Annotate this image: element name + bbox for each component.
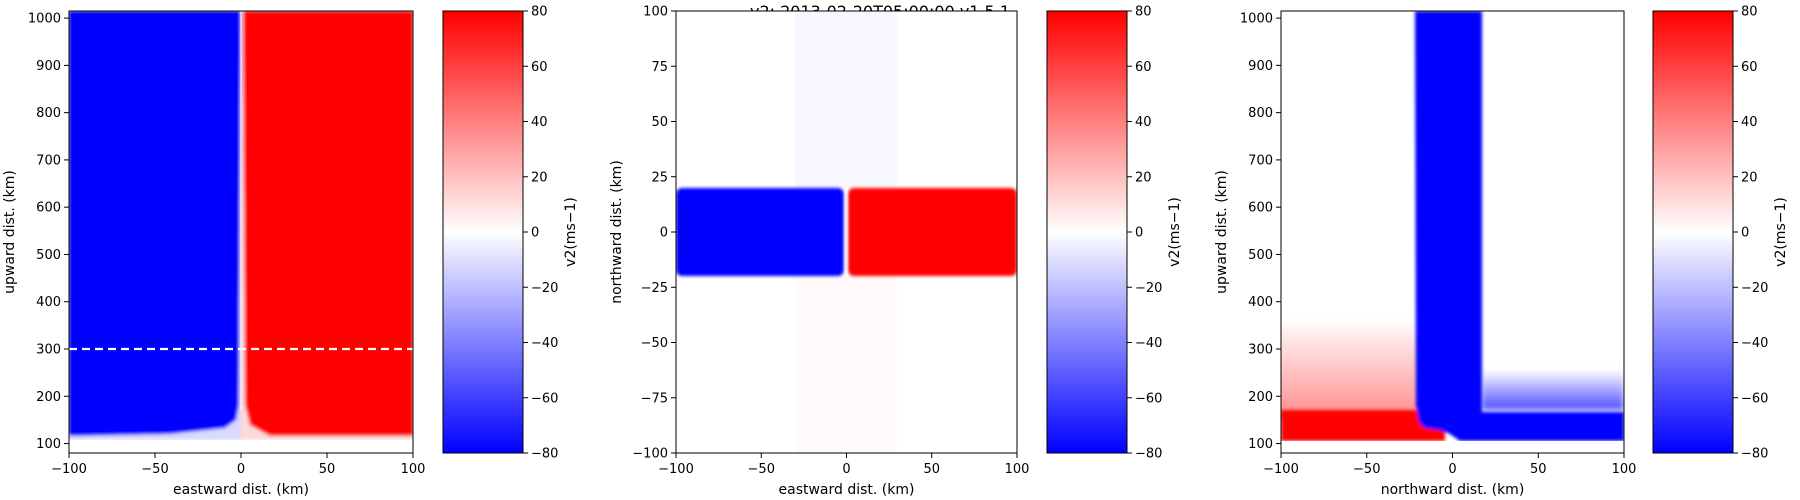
x-axis-label: eastward dist. (km) <box>173 482 309 498</box>
y-tick-label: 700 <box>1248 153 1273 168</box>
heatmap-field-3 <box>1281 11 1624 453</box>
y-tick-label: 25 <box>651 170 668 185</box>
colorbar-tick-label: −40 <box>531 336 558 351</box>
colorbar-tick-label: 40 <box>531 115 548 130</box>
colorbar-tick-label: 40 <box>1135 115 1152 130</box>
colorbar-tick-label: −60 <box>531 391 558 406</box>
x-tick-label: 100 <box>1612 462 1637 477</box>
colorbar-tick-label: −80 <box>1135 447 1162 462</box>
panel-eastward-upward: −100 −50 0 50 100100200300400500600700800900… <box>2 5 579 499</box>
y-tick-label: 100 <box>643 5 668 20</box>
colorbar-tick-label: 0 <box>531 226 539 241</box>
colorbar-tick-label: −20 <box>531 281 558 296</box>
heatmap-field-1 <box>69 11 413 453</box>
y-tick-label: −50 <box>641 336 668 351</box>
y-tick-label: 300 <box>1248 343 1273 358</box>
colorbar-tick-label: 60 <box>1741 60 1758 75</box>
y-axis-label: upward dist. (km) <box>1214 170 1230 294</box>
colorbar-tick-label: 20 <box>1135 170 1152 185</box>
colorbar-tick-label: −60 <box>1741 391 1768 406</box>
x-tick-label: 50 <box>923 462 940 477</box>
colorbar-tick-label: −80 <box>531 447 558 462</box>
y-tick-label: 500 <box>36 248 61 263</box>
y-tick-label: 100 <box>36 437 61 452</box>
x-axis-label: northward dist. (km) <box>1381 482 1525 498</box>
y-tick-label: 1000 <box>28 12 61 27</box>
colorbar-tick-label: 60 <box>1135 60 1152 75</box>
colorbar-tick-label: 0 <box>1741 226 1749 241</box>
colorbar-2 <box>1046 10 1128 454</box>
x-tick-label: 100 <box>401 462 426 477</box>
colorbar-label: v2(ms−1) <box>1773 197 1789 267</box>
x-axis-label: eastward dist. (km) <box>779 482 915 498</box>
colorbar-tick-label: −80 <box>1741 447 1768 462</box>
colorbar-tick-label: 80 <box>1135 5 1152 20</box>
colorbar-tick-label: −40 <box>1741 336 1768 351</box>
x-tick-label: 0 <box>1448 462 1456 477</box>
colorbar-tick-label: −20 <box>1741 281 1768 296</box>
colorbar-tick-label: 20 <box>1741 170 1758 185</box>
y-tick-label: 300 <box>36 343 61 358</box>
x-tick-label: 50 <box>319 462 336 477</box>
colorbar-tick-label: 80 <box>1741 5 1758 20</box>
colorbar-tick-label: 60 <box>531 60 548 75</box>
y-tick-label: 400 <box>36 295 61 310</box>
y-tick-label: 600 <box>36 201 61 216</box>
colorbar-tick-label: −40 <box>1135 336 1162 351</box>
y-tick-label: 600 <box>1248 201 1273 216</box>
x-tick-label: −100 <box>658 462 694 477</box>
y-tick-label: −75 <box>641 391 668 406</box>
y-tick-label: 800 <box>1248 106 1273 121</box>
colorbar-tick-label: −60 <box>1135 391 1162 406</box>
x-tick-label: −100 <box>51 462 87 477</box>
y-tick-label: 75 <box>651 60 668 75</box>
y-tick-label: 900 <box>1248 59 1273 74</box>
y-tick-label: 900 <box>36 59 61 74</box>
y-tick-label: 200 <box>1248 390 1273 405</box>
colorbar-1 <box>442 10 524 454</box>
x-tick-label: −100 <box>1263 462 1299 477</box>
panel-northward-upward: −100 −50 0 50 100100200300400500600700800900… <box>1214 5 1789 499</box>
colorbar-tick-label: 40 <box>1741 115 1758 130</box>
colorbar-tick-label: 80 <box>531 5 548 20</box>
colorbar-label: v2(ms−1) <box>1167 197 1183 267</box>
x-tick-label: −50 <box>141 462 168 477</box>
heatmap-field-2 <box>676 11 1017 453</box>
colorbar-tick-label: 20 <box>531 170 548 185</box>
y-axis-label: northward dist. (km) <box>609 160 625 304</box>
y-tick-label: −100 <box>632 447 668 462</box>
y-tick-label: 1000 <box>1240 12 1273 27</box>
y-tick-label: 700 <box>36 153 61 168</box>
colorbar-tick-label: −20 <box>1135 281 1162 296</box>
colorbar-3 <box>1652 10 1734 454</box>
y-tick-label: 400 <box>1248 295 1273 310</box>
y-tick-label: 200 <box>36 390 61 405</box>
x-tick-label: 0 <box>237 462 245 477</box>
colorbar-tick-label: 0 <box>1135 226 1143 241</box>
x-tick-label: 0 <box>842 462 850 477</box>
x-tick-label: −50 <box>748 462 775 477</box>
colorbar-label: v2(ms−1) <box>563 197 579 267</box>
y-tick-label: −25 <box>641 281 668 296</box>
panel-eastward-northward: −100 −50 0 50 100 −100 −75 −50 −25 0 25 50 75 100 east… <box>609 5 1183 499</box>
y-tick-label: 50 <box>651 115 668 130</box>
y-tick-label: 800 <box>36 106 61 121</box>
y-tick-label: 500 <box>1248 248 1273 263</box>
y-tick-label: 0 <box>660 226 668 241</box>
y-tick-label: 100 <box>1248 437 1273 452</box>
y-axis-label: upward dist. (km) <box>2 170 18 294</box>
x-tick-label: 50 <box>1530 462 1547 477</box>
x-tick-label: 100 <box>1005 462 1030 477</box>
x-tick-label: −50 <box>1353 462 1380 477</box>
